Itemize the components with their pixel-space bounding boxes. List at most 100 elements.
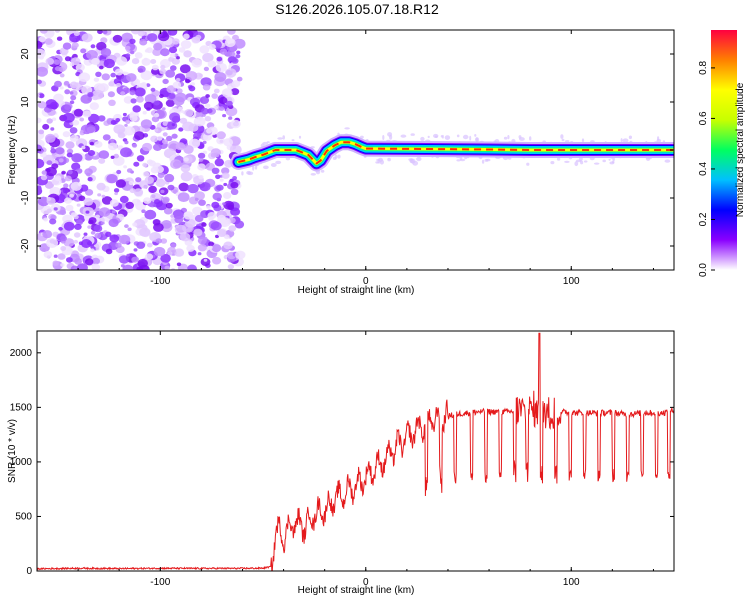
noise-blob <box>126 73 137 82</box>
noise-blob <box>208 241 215 247</box>
noise-blob <box>176 56 180 60</box>
noise-blob <box>236 50 241 55</box>
noise-blob <box>140 70 153 81</box>
noise-blob <box>81 33 93 43</box>
noise-blob <box>60 235 67 242</box>
noise-blob <box>186 244 195 252</box>
noise-blob <box>96 182 106 191</box>
spectrogram-y-tick-label: 0 <box>20 147 31 153</box>
noise-blob <box>153 42 163 51</box>
noise-blob <box>200 77 212 87</box>
noise-blob <box>192 206 203 216</box>
colorbar-tick-label: 0.6 <box>698 111 709 125</box>
noise-blob <box>122 87 131 94</box>
noise-blob <box>218 96 228 105</box>
noise-blob <box>134 131 145 141</box>
noise-blob <box>89 102 100 110</box>
noise-blob <box>73 239 79 244</box>
noise-blob <box>142 171 150 177</box>
noise-blob <box>90 230 96 235</box>
noise-blob <box>224 38 236 48</box>
noise-blob <box>119 195 129 203</box>
noise-blob <box>108 99 116 107</box>
noise-blob <box>107 91 115 98</box>
noise-blob <box>175 142 186 151</box>
spectrogram-y-tick-label: -20 <box>20 238 31 253</box>
track-halo-blob <box>574 161 579 167</box>
noise-blob <box>212 256 222 265</box>
noise-blob <box>120 264 125 268</box>
noise-blob <box>130 50 135 55</box>
noise-blob <box>215 174 221 180</box>
noise-blob <box>216 184 224 191</box>
noise-blob <box>236 76 243 82</box>
noise-blob <box>69 127 78 134</box>
noise-blob <box>66 148 74 154</box>
noise-blob <box>160 48 170 57</box>
spectrogram-y-tick-label: -10 <box>20 190 31 205</box>
noise-blob <box>198 175 204 180</box>
noise-blob <box>219 48 228 55</box>
noise-blob <box>93 83 105 93</box>
track-halo-blob <box>550 161 555 165</box>
noise-blob <box>87 241 93 246</box>
spectrogram-signal-track <box>230 127 674 176</box>
track-halo-blob <box>263 165 269 170</box>
noise-blob <box>62 112 75 123</box>
noise-blob <box>162 121 169 126</box>
noise-blob <box>153 222 164 232</box>
noise-blob <box>103 58 115 69</box>
noise-blob <box>169 112 181 122</box>
noise-blob <box>170 65 177 71</box>
noise-blob <box>110 120 117 125</box>
noise-blob <box>157 172 165 179</box>
noise-blob <box>178 182 189 192</box>
noise-blob <box>215 62 227 73</box>
noise-blob <box>78 72 91 82</box>
noise-blob <box>80 48 87 54</box>
noise-blob <box>69 134 79 142</box>
noise-blob <box>141 209 146 213</box>
noise-blob <box>83 197 94 206</box>
track-halo-blob <box>254 164 258 170</box>
track-halo-blob <box>583 160 588 163</box>
noise-blob <box>134 52 143 59</box>
track-halo-blob <box>252 165 255 171</box>
noise-blob <box>110 155 115 159</box>
noise-blob <box>144 94 157 104</box>
noise-blob <box>170 243 177 249</box>
noise-blob <box>63 238 75 248</box>
noise-blob <box>137 258 148 268</box>
noise-blob <box>46 118 53 124</box>
noise-blob <box>159 94 164 98</box>
noise-blob <box>199 182 211 192</box>
noise-blob <box>126 168 133 173</box>
noise-blob <box>183 145 194 154</box>
track-halo-blob <box>575 159 582 163</box>
noise-blob <box>198 199 206 206</box>
noise-blob <box>37 101 47 109</box>
noise-blob <box>176 262 182 267</box>
spectrogram-x-tick-label: 0 <box>363 276 369 287</box>
track-halo-blob <box>416 156 422 162</box>
track-halo-blob <box>564 160 570 163</box>
track-halo-blob <box>320 169 325 173</box>
noise-blob <box>156 135 163 141</box>
spectrogram-x-tick-label: -100 <box>150 276 170 287</box>
noise-blob <box>163 207 173 215</box>
noise-blob <box>199 96 210 104</box>
noise-blob <box>137 30 146 37</box>
noise-blob <box>124 140 129 145</box>
noise-blob <box>46 160 53 166</box>
noise-blob <box>204 116 212 122</box>
noise-blob <box>136 96 144 103</box>
noise-blob <box>64 56 71 62</box>
noise-blob <box>43 251 53 259</box>
noise-blob <box>197 236 207 245</box>
noise-blob <box>131 58 140 65</box>
track-halo-blob <box>270 163 277 167</box>
noise-blob <box>128 180 134 186</box>
noise-blob <box>214 72 227 82</box>
snr-series-line <box>37 332 674 571</box>
noise-blob <box>216 137 225 145</box>
